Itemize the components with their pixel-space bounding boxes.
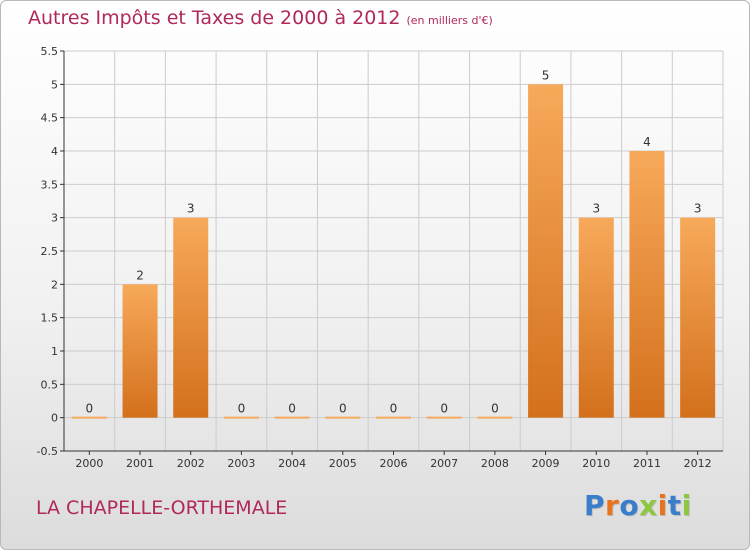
y-tick-label: 2.5 [41,245,59,258]
bar-2005 [325,416,361,419]
y-tick-label: 5 [51,78,58,91]
x-tick-label-2012: 2012 [684,457,712,470]
data-label-2002: 3 [187,202,195,216]
y-tick-label: 0.5 [41,378,59,391]
x-tick-label-2007: 2007 [430,457,458,470]
chart-title: Autres Impôts et Taxes de 2000 à 2012 (en… [28,7,493,29]
bar-2010 [578,217,614,418]
data-label-2007: 0 [440,402,448,416]
data-label-2001: 2 [136,268,144,282]
bar-2004 [274,416,310,419]
logo-letter: i [681,489,692,522]
x-tick-label-2004: 2004 [278,457,306,470]
logo-letter: t [667,489,682,522]
y-tick-label: 1 [51,345,58,358]
y-tick-label: 1.5 [41,312,59,325]
y-tick-label: 3 [51,212,58,225]
logo-letter: x [639,489,658,522]
data-label-2010: 3 [592,202,600,216]
grid-lines [63,50,724,452]
bar-2012 [680,217,716,418]
x-tick-label-2000: 2000 [75,457,103,470]
bar-2006 [376,416,411,419]
labels: 5.5 5 4.5 4 3.5 3 2.5 2 1.5 1 0.5 0 -0.5 0 2000 2 2001 3 2… [37,45,712,470]
x-tick-label-2008: 2008 [481,457,509,470]
bar-2011 [629,151,665,418]
bar-2009 [528,84,564,418]
y-tick-label: 2 [51,278,58,291]
x-tick-label-2010: 2010 [582,457,610,470]
chart-title-text: Autres Impôts et Taxes de 2000 à 2012 [28,7,401,29]
data-label-2011: 4 [643,135,651,149]
data-label-2004: 0 [288,402,296,416]
bar-2007 [426,416,462,419]
data-label-2012: 3 [694,202,702,216]
x-tick-label-2006: 2006 [380,457,408,470]
data-label-2000: 0 [86,402,94,416]
y-tick-label: 5.5 [41,45,59,58]
logo-letter: P [584,489,606,522]
bar-2000 [71,416,107,419]
bars [71,84,716,419]
x-tick-label-2009: 2009 [532,457,560,470]
y-tick-label: 0 [51,412,58,425]
x-tick-label-2011: 2011 [633,457,661,470]
bar-2002 [173,217,209,418]
data-label-2005: 0 [339,402,347,416]
data-label-2008: 0 [491,402,499,416]
x-tick-label-2003: 2003 [227,457,255,470]
logo-letter: i [657,489,668,522]
data-label-2006: 0 [390,402,398,416]
chart-unit-note: (en milliers d'€) [406,14,493,27]
logo-letter: o [619,489,640,522]
bar-2003 [223,416,259,419]
y-tick-label: -0.5 [37,445,58,458]
axes [60,50,723,455]
y-tick-label: 4 [51,145,58,158]
y-tick-label: 3.5 [41,178,59,191]
logo-letter: r [605,489,620,522]
y-tick-label: 4.5 [41,112,59,125]
proxiti-logo: Proxiti [584,489,692,522]
x-tick-label-2005: 2005 [329,457,357,470]
data-label-2003: 0 [238,402,246,416]
location-name: LA CHAPELLE-ORTHEMALE [36,497,288,519]
x-tick-label-2002: 2002 [177,457,205,470]
bar-2008 [477,416,513,419]
data-label-2009: 5 [542,68,550,82]
bar-2001 [122,284,158,418]
x-tick-label-2001: 2001 [126,457,154,470]
